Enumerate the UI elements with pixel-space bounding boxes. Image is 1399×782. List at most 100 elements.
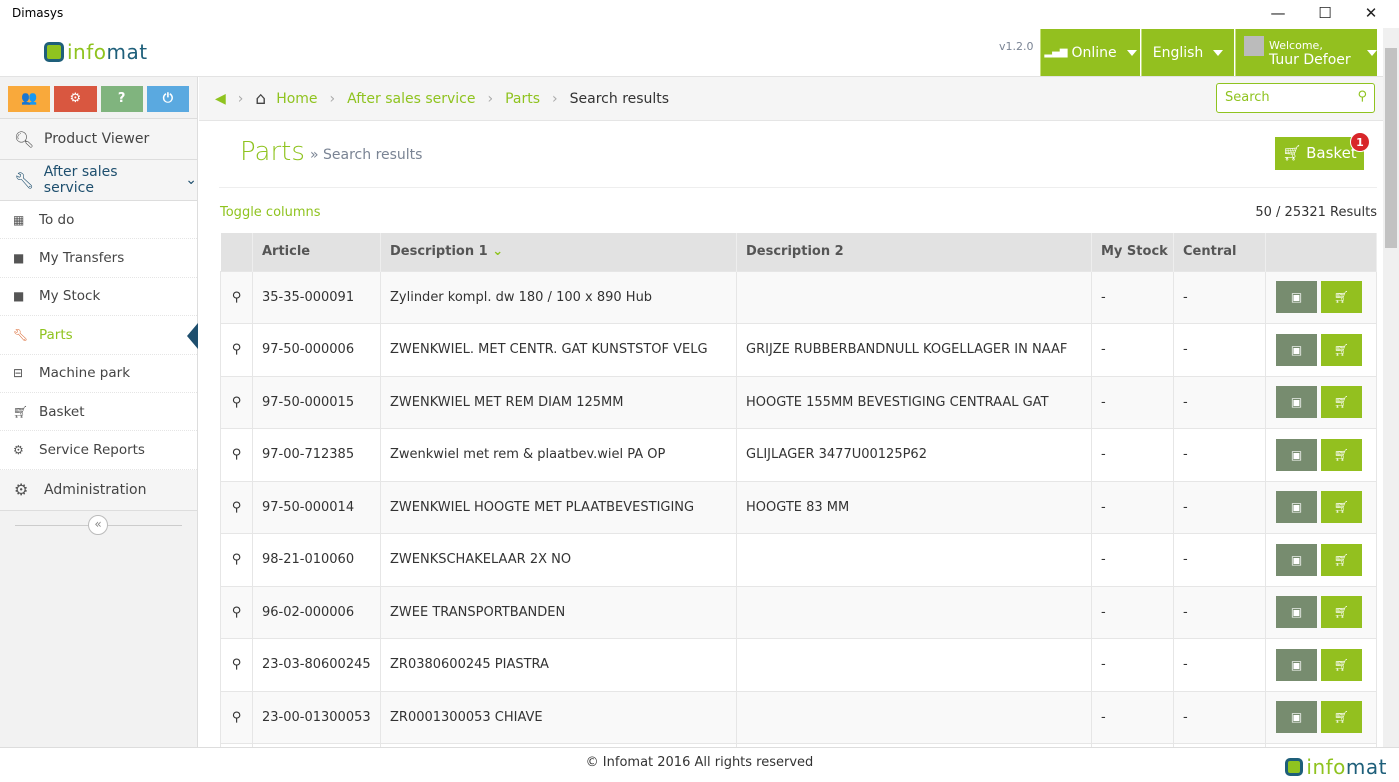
image-button[interactable]: ▣ [1276,386,1317,419]
image-button[interactable]: ▣ [1276,701,1317,734]
minimize-button[interactable]: — [1270,4,1286,22]
view-details-icon[interactable]: ⚲ [220,690,253,744]
column-description-1[interactable]: Description 1 ⌄ [380,233,737,271]
cell-description-2: HOOGTE 83 MM [736,480,1092,534]
add-to-cart-button[interactable]: 🛒︎ [1321,648,1362,681]
search-icon: 🔍︎ [14,129,35,149]
power-button[interactable]: ⏻ [146,86,189,112]
user-menu-dropdown[interactable]: Welcome, Tuur Defoer [1235,29,1377,76]
view-details-icon[interactable]: ⚲ [220,638,253,692]
search-input[interactable]: Search ⚲ [1216,83,1375,113]
cell-description-1: Zwenkwiel met rem & plaatbev.wiel PA OP [380,428,737,482]
column-article[interactable]: Article [252,233,381,271]
table-row[interactable]: ⚲ 97-00-712385 Zwenkwiel met rem & plaatbe… [220,428,1377,482]
table-row[interactable]: ⚲ 23-03-80600245 ZR0380600245 PIASTRA - - ▣ 🛒︎ [220,638,1377,692]
add-to-cart-button[interactable]: 🛒︎ [1321,438,1362,471]
add-to-cart-button[interactable]: 🛒︎ [1321,543,1362,576]
collapse-sidebar-button[interactable]: « [88,514,108,535]
add-to-cart-button[interactable]: 🛒︎ [1321,701,1362,734]
gears-icon: ⚙ [14,480,29,500]
nav-administration[interactable]: ⚙ Administration [0,469,197,511]
users-button[interactable]: 👥 [8,86,51,112]
table-row[interactable]: ⚲ 23-00-01300053 ZR0001300053 CHIAVE - - ▣ 🛒︎ [220,690,1377,744]
nav-service-reports[interactable]: ⚙ Service Reports [0,431,197,470]
nav-parts[interactable]: 🔧︎ Parts [0,316,198,355]
nav-basket[interactable]: 🛒︎ Basket [0,393,197,432]
cell-description-2: GLIJLAGER 3477U00125P62 [736,428,1092,482]
cell-description-2 [736,690,1092,744]
scrollbar[interactable] [1383,28,1399,747]
active-indicator [187,323,198,350]
cell-central: - [1173,638,1266,692]
back-icon[interactable]: ◀ [215,90,226,107]
online-status-dropdown[interactable]: ▂▄▆ Online [1040,29,1140,76]
settings-button[interactable]: ⚙ [54,86,97,112]
close-button[interactable]: ✕ [1364,4,1378,22]
cell-description-1: ZWENKSCHAKELAAR 2X NO [380,533,737,587]
table-row[interactable]: ⚲ 98-21-010060 ZWENKSCHAKELAAR 2X NO - - ▣ 🛒︎ [220,533,1377,587]
nav-to-do[interactable]: ▦ To do [0,201,197,240]
view-details-icon[interactable]: ⚲ [220,428,253,482]
add-to-cart-button[interactable]: 🛒︎ [1321,281,1362,314]
view-details-icon[interactable]: ⚲ [220,533,253,587]
nav-my-stock[interactable]: ■ My Stock [0,278,197,317]
breadcrumb-parts[interactable]: Parts [505,90,541,107]
table-row[interactable]: ⚲ 97-50-000015 ZWENKWIEL MET REM DIAM 125M… [220,375,1377,429]
table-row[interactable]: ⚲ 97-50-000006 ZWENKWIEL. MET CENTR. GAT K… [220,323,1377,377]
nav-my-transfers[interactable]: ■ My Transfers [0,239,197,278]
view-details-icon[interactable]: ⚲ [220,585,253,639]
truck-icon: ■ [13,251,25,266]
results-table: Article Description 1 ⌄ Description 2 My… [220,233,1377,747]
basket-count-badge: 1 [1350,132,1370,152]
image-button[interactable]: ▣ [1276,596,1317,629]
help-button[interactable]: ? [100,86,143,112]
caret-down-icon [1366,49,1377,56]
nav-product-viewer[interactable]: 🔍︎ Product Viewer [0,119,197,160]
add-to-cart-button[interactable]: 🛒︎ [1321,596,1362,629]
image-button[interactable]: ▣ [1276,438,1317,471]
calendar-icon: ▦ [13,212,25,227]
cell-my-stock: - [1091,375,1174,429]
breadcrumb-after-sales[interactable]: After sales service [347,90,476,107]
maximize-button[interactable]: ☐ [1318,4,1332,22]
add-to-cart-button[interactable]: 🛒︎ [1321,386,1362,419]
machine-icon: ⊟ [13,366,24,381]
cell-my-stock: - [1091,690,1174,744]
image-button[interactable]: ▣ [1276,543,1317,576]
cell-article: 98-21-010060 [252,533,381,587]
toggle-columns-link[interactable]: Toggle columns [220,205,321,220]
cell-my-stock: - [1091,533,1174,587]
view-details-icon[interactable]: ⚲ [220,270,253,324]
basket-button[interactable]: 🛒︎ Basket [1275,137,1364,170]
image-button[interactable]: ▣ [1276,648,1317,681]
table-row[interactable]: ⚲ 97-50-000014 ZWENKWIEL HOOGTE MET PLAATB… [220,480,1377,534]
view-details-icon[interactable]: ⚲ [220,323,253,377]
table-row[interactable]: ⚲ 35-35-000091 Zylinder kompl. dw 180 / 10… [220,270,1377,324]
column-my-stock[interactable]: My Stock [1091,233,1174,271]
nav-machine-park[interactable]: ⊟ Machine park [0,355,197,393]
cell-article: 97-50-000015 [252,375,381,429]
add-to-cart-button[interactable]: 🛒︎ [1321,491,1362,524]
cell-description-2: HOOGTE 155MM BEVESTIGING CENTRAAL GAT [736,375,1092,429]
column-description-2[interactable]: Description 2 [736,233,1092,271]
view-details-icon[interactable]: ⚲ [220,375,253,429]
image-button[interactable]: ▣ [1276,281,1317,314]
column-central[interactable]: Central [1173,233,1266,271]
language-dropdown[interactable]: English [1141,29,1234,76]
table-row[interactable]: ⚲ 96-02-000006 ZWEE TRANSPORTBANDEN - - ▣ 🛒︎ [220,585,1377,639]
caret-down-icon [1213,49,1224,56]
view-details-icon[interactable]: ⚲ [220,480,253,534]
cell-central: - [1173,323,1266,377]
table-row[interactable] [220,743,1377,747]
breadcrumb-home[interactable]: Home [276,90,318,107]
cell-central: - [1173,480,1266,534]
cell-my-stock: - [1091,480,1174,534]
nav-after-sales-service[interactable]: 🔧︎ After sales service ⌄ [0,160,197,201]
add-to-cart-button[interactable]: 🛒︎ [1321,333,1362,366]
image-button[interactable]: ▣ [1276,333,1317,366]
page-subtitle: » Search results [310,147,423,163]
infomat-logo[interactable]: info mat [44,40,148,64]
home-icon: ⌂ [255,88,267,109]
cell-central: - [1173,428,1266,482]
image-button[interactable]: ▣ [1276,491,1317,524]
